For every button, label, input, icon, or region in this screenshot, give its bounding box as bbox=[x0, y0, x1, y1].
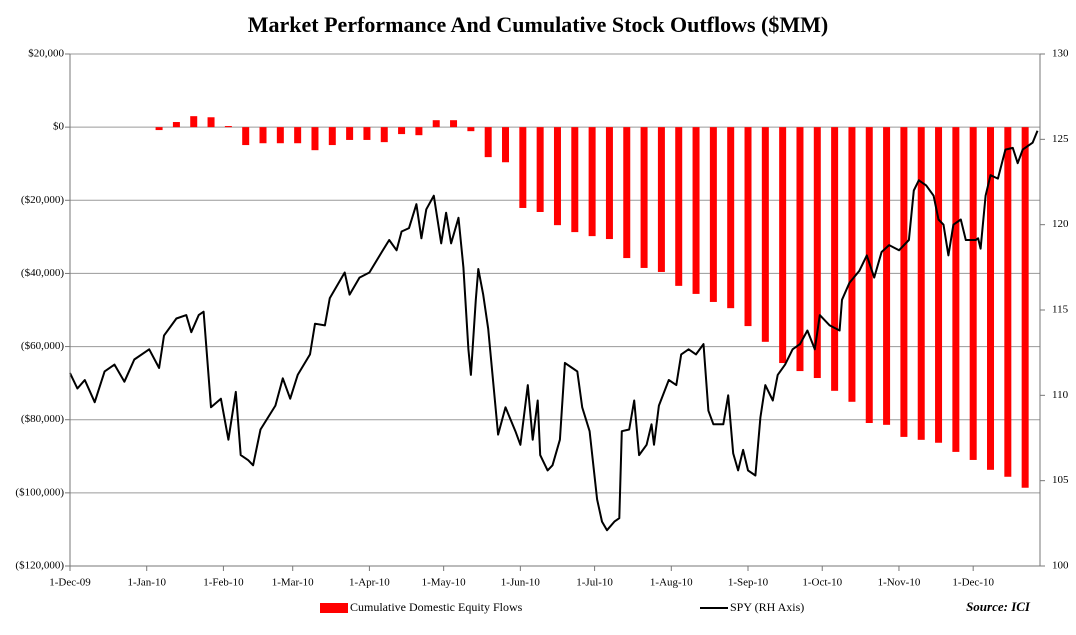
bar bbox=[987, 127, 995, 470]
bar bbox=[605, 127, 613, 240]
bar bbox=[900, 127, 908, 437]
source-note: Source: ICI bbox=[966, 599, 1031, 614]
bar bbox=[415, 127, 423, 136]
y-tick-label: ($80,000) bbox=[21, 413, 64, 425]
bar bbox=[432, 120, 440, 128]
bar bbox=[553, 127, 561, 226]
bar bbox=[969, 127, 977, 460]
bar bbox=[657, 127, 665, 272]
y2-tick-label: 110 bbox=[1052, 389, 1069, 401]
x-tick-label: 1-Sep-10 bbox=[728, 577, 769, 589]
bar bbox=[588, 127, 596, 237]
bar bbox=[935, 127, 943, 443]
x-tick-label: 1-Dec-10 bbox=[952, 577, 994, 589]
bar bbox=[813, 127, 821, 379]
bar bbox=[796, 127, 804, 372]
y-tick-label: ($40,000) bbox=[21, 267, 64, 279]
bar bbox=[190, 116, 198, 128]
bar bbox=[675, 127, 683, 286]
x-tick-label: 1-Aug-10 bbox=[650, 577, 693, 589]
y2-tick-label: 125 bbox=[1052, 133, 1069, 145]
bar bbox=[744, 127, 752, 327]
bar bbox=[328, 127, 336, 146]
bar bbox=[519, 127, 527, 208]
bar bbox=[536, 127, 544, 212]
x-tick-label: 1-Jul-10 bbox=[576, 577, 613, 589]
bar bbox=[155, 127, 163, 131]
bar bbox=[848, 127, 856, 402]
line bbox=[69, 130, 1039, 532]
x-tick-label: 1-Mar-10 bbox=[272, 577, 314, 589]
bar bbox=[276, 127, 284, 144]
bar bbox=[831, 127, 839, 391]
legend-label: Cumulative Domestic Equity Flows bbox=[350, 600, 523, 614]
y2-tick-label: 105 bbox=[1052, 474, 1069, 486]
x-tick-label: 1-Jan-10 bbox=[127, 577, 166, 589]
x-tick-label: 1-Dec-09 bbox=[49, 577, 91, 589]
bar bbox=[692, 127, 700, 294]
bar bbox=[172, 122, 180, 128]
y2-tick-label: 115 bbox=[1052, 304, 1069, 316]
bar bbox=[779, 127, 787, 364]
bar bbox=[363, 127, 371, 140]
x-tick-label: 1-May-10 bbox=[422, 577, 466, 589]
bar bbox=[207, 117, 215, 128]
bar bbox=[467, 127, 475, 132]
x-tick-label: 1-Nov-10 bbox=[878, 577, 921, 589]
bar bbox=[484, 127, 492, 158]
legend-label: SPY (RH Axis) bbox=[730, 600, 804, 614]
bar bbox=[640, 127, 648, 268]
bar bbox=[917, 127, 925, 440]
y-tick-label: ($20,000) bbox=[21, 194, 64, 206]
y-tick-label: ($60,000) bbox=[21, 340, 64, 352]
bar bbox=[450, 120, 458, 128]
bar bbox=[1004, 127, 1012, 477]
x-tick-label: 1-Apr-10 bbox=[349, 577, 390, 589]
bar bbox=[1021, 127, 1029, 488]
bar bbox=[224, 126, 232, 128]
y2-tick-label: 100 bbox=[1052, 560, 1069, 572]
bar bbox=[242, 127, 250, 146]
legend-swatch bbox=[320, 603, 348, 613]
y-tick-label: ($120,000) bbox=[15, 560, 64, 572]
bar bbox=[883, 127, 891, 425]
bar bbox=[294, 127, 302, 144]
y-tick-label: $0 bbox=[53, 121, 65, 133]
bar bbox=[727, 127, 735, 309]
x-tick-label: 1-Feb-10 bbox=[203, 577, 244, 589]
bar bbox=[761, 127, 769, 342]
y-tick-label: $20,000 bbox=[28, 48, 64, 60]
chart-title: Market Performance And Cumulative Stock … bbox=[248, 12, 828, 37]
bar bbox=[571, 127, 579, 233]
bar bbox=[709, 127, 717, 302]
bar bbox=[865, 127, 873, 424]
x-tick-label: 1-Oct-10 bbox=[802, 577, 842, 589]
x-tick-label: 1-Jun-10 bbox=[501, 577, 541, 589]
bar bbox=[398, 127, 406, 135]
bar bbox=[259, 127, 267, 144]
bar bbox=[346, 127, 354, 140]
y-tick-label: ($100,000) bbox=[15, 486, 64, 498]
bar bbox=[623, 127, 631, 259]
bar bbox=[380, 127, 388, 143]
y2-tick-label: 130 bbox=[1052, 48, 1069, 60]
bar bbox=[952, 127, 960, 452]
y2-tick-label: 120 bbox=[1052, 218, 1069, 230]
bar bbox=[311, 127, 319, 151]
bar bbox=[502, 127, 510, 163]
